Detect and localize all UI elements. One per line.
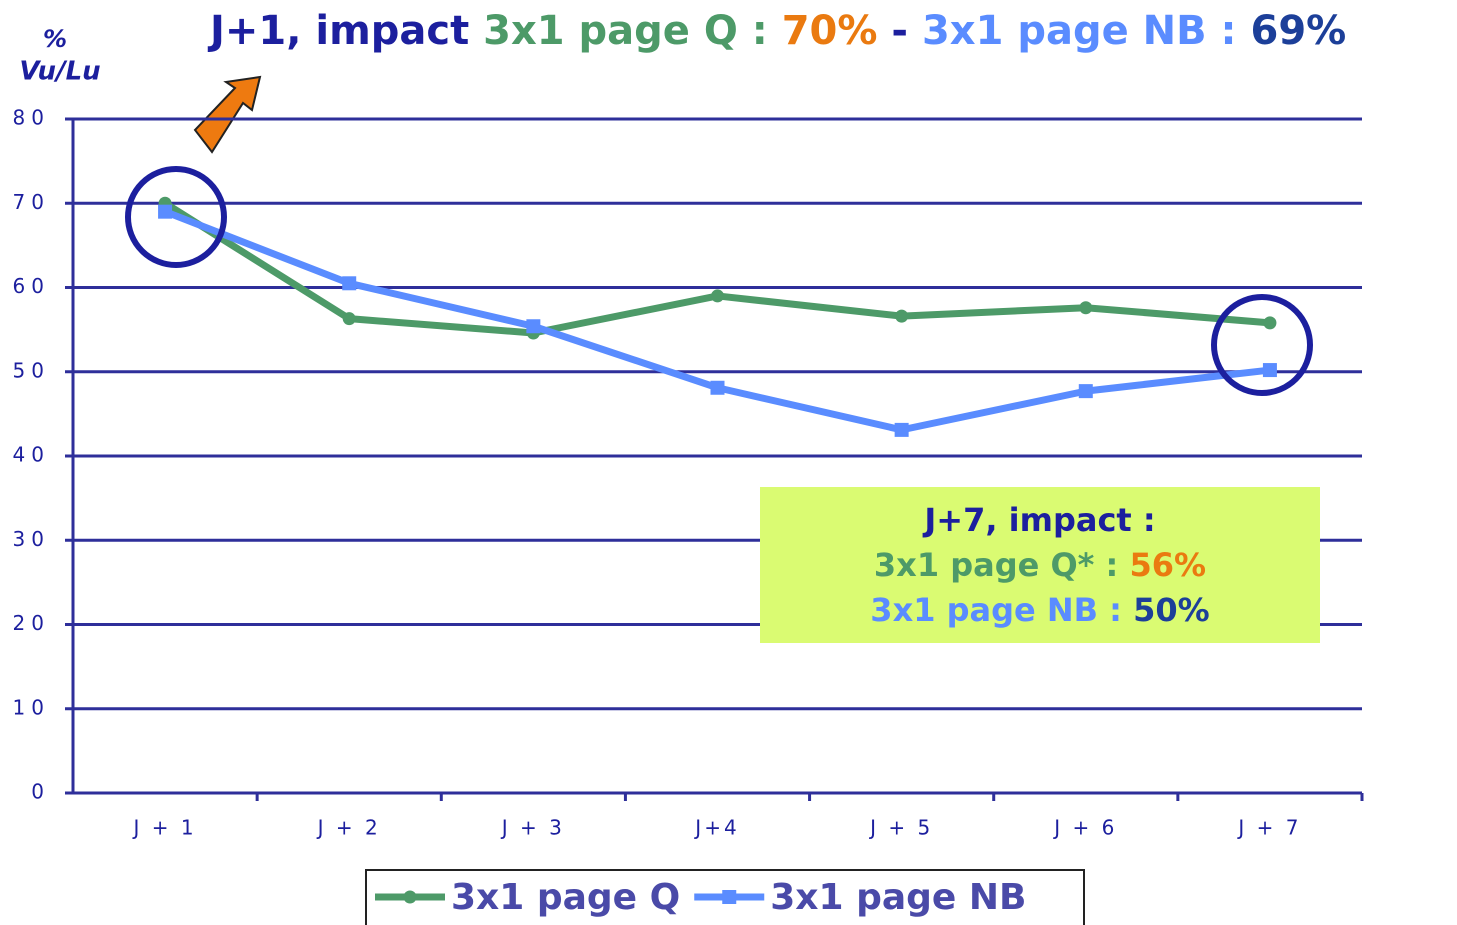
legend-label: 3x1 page NB: [770, 877, 1026, 918]
x-tick-label: J + 7: [1236, 816, 1301, 840]
title-part: 3x1 page NB :: [922, 8, 1237, 54]
y-tick-label: 10: [13, 695, 50, 719]
x-tick-label: J + 6: [1052, 816, 1117, 840]
annotation-line: 3x1 page Q* : 56%: [874, 546, 1206, 584]
annotation-part: 3x1 page Q* :: [874, 546, 1118, 584]
highlight-circle: [125, 166, 227, 268]
y-label: %: [43, 25, 67, 53]
point: [342, 276, 357, 291]
point: [342, 312, 356, 326]
point: [1079, 301, 1093, 315]
title-part: -: [891, 8, 908, 54]
annotation-part: 56%: [1129, 546, 1206, 584]
legend-marker: [403, 890, 417, 904]
x-tick-label: J+4: [693, 816, 739, 840]
plot: 0 10 20 30 40 50 60 70 80 J + 1 J + 2 J + 3 J+4 J + 5…: [13, 106, 1364, 840]
y-tick-label: 0: [31, 780, 50, 804]
point: [1263, 316, 1277, 330]
y-tick-label: 70: [13, 190, 50, 214]
y-tick-label: 30: [13, 527, 50, 551]
point: [526, 319, 541, 334]
annotation-line: J+7, impact :: [922, 501, 1155, 539]
title-part: 70%: [782, 8, 878, 54]
title-part: 69%: [1250, 8, 1346, 54]
annotation: J+7, impact :3x1 page Q* : 56%3x1 page N…: [870, 501, 1209, 629]
point: [710, 380, 725, 395]
legend-label: 3x1 page Q: [451, 877, 680, 918]
point: [894, 422, 909, 437]
y-tick-label: 80: [13, 106, 50, 130]
annotation-part: 50%: [1133, 591, 1210, 629]
point: [895, 309, 909, 323]
annotation-line: 3x1 page NB : 50%: [870, 591, 1209, 629]
point: [1262, 363, 1277, 378]
title-part: J+1, impact: [207, 8, 469, 54]
x-tick-label: J + 5: [868, 816, 933, 840]
series-line: [163, 200, 1271, 337]
highlight-circle: [1211, 294, 1313, 396]
legend-items: 3x1 page Q 3x1 page NB: [375, 877, 1026, 918]
annotation-part: J+7, impact :: [922, 501, 1155, 539]
annotation-part: 3x1 page NB :: [870, 591, 1122, 629]
x-tick-label: J + 3: [500, 816, 565, 840]
series-line: [163, 208, 1271, 434]
x-tick-label: J + 2: [316, 816, 381, 840]
y-tick-label: 50: [13, 358, 50, 382]
annotation-box: [760, 487, 1320, 643]
y-label: Vu/Lu: [19, 57, 100, 87]
point: [711, 289, 724, 303]
legend-marker: [722, 890, 737, 904]
title-part: 3x1 page Q :: [483, 8, 768, 54]
point: [1078, 384, 1093, 399]
x-tick-label: J + 1: [132, 816, 197, 840]
y-tick-label: 40: [13, 443, 50, 467]
point: [158, 204, 173, 219]
chart-title: J+1, impact 3x1 page Q : 70% - 3x1 page …: [207, 8, 1346, 54]
y-tick-label: 20: [13, 611, 50, 635]
arrow: [193, 75, 262, 154]
y-tick-label: 60: [13, 274, 50, 298]
